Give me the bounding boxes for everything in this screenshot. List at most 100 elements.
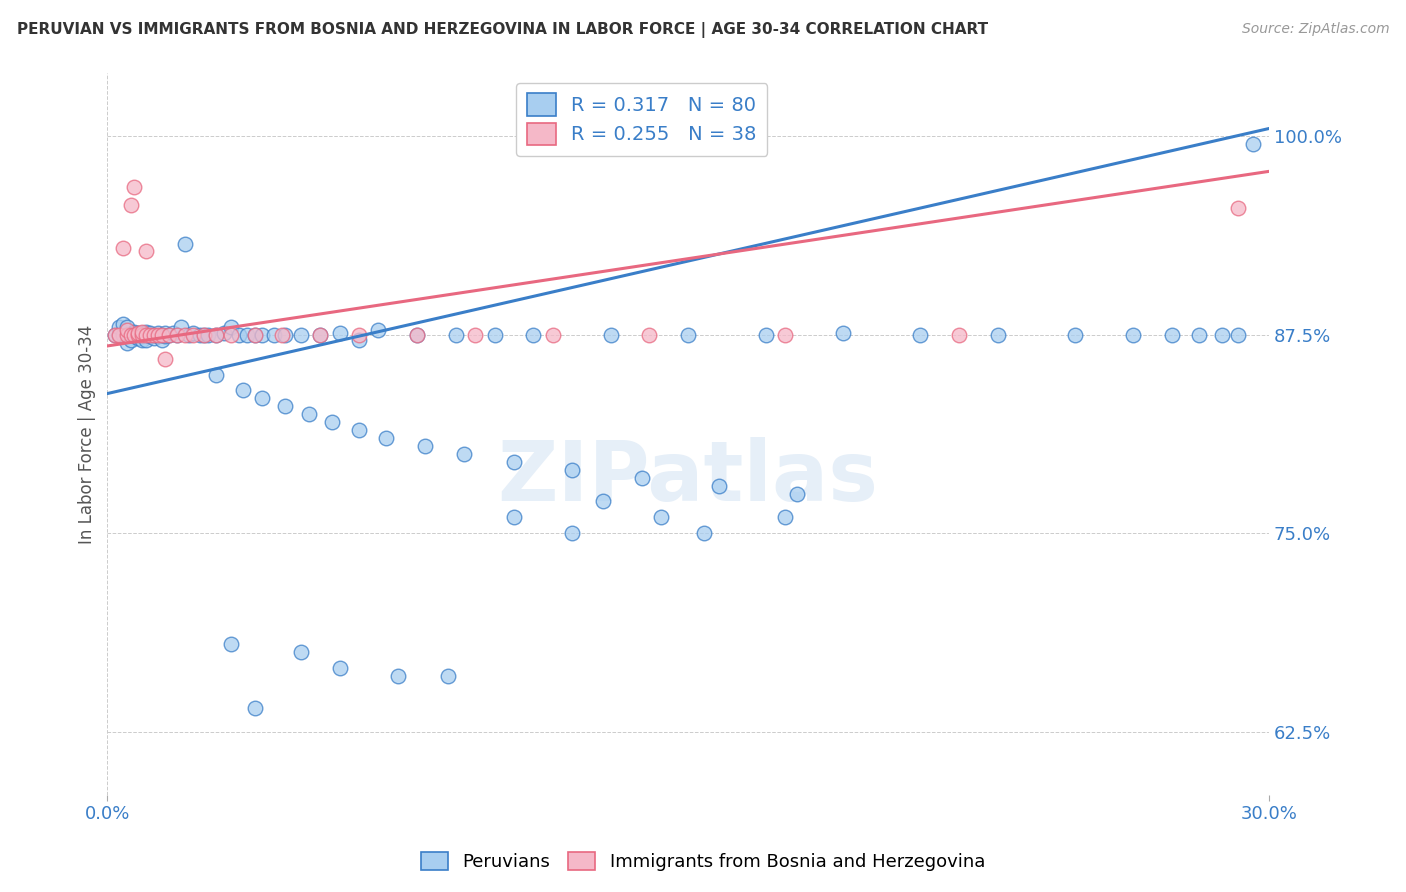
Point — [124, 180, 146, 194]
Point — [135, 325, 157, 339]
Point — [139, 327, 162, 342]
Point — [270, 327, 292, 342]
Point — [406, 327, 429, 342]
Point — [135, 333, 157, 347]
Point — [453, 447, 475, 461]
Point — [204, 368, 226, 382]
Point — [484, 327, 506, 342]
Point — [755, 327, 778, 342]
Point — [150, 327, 173, 342]
Point — [197, 327, 219, 342]
Point — [115, 327, 138, 342]
Point — [329, 661, 352, 675]
Point — [650, 510, 672, 524]
Point — [142, 327, 165, 342]
Point — [120, 327, 142, 342]
Point — [139, 329, 162, 343]
Point — [155, 351, 177, 366]
Point — [162, 326, 184, 341]
Point — [243, 327, 266, 342]
Point — [131, 333, 153, 347]
Point — [290, 327, 312, 342]
Point — [1241, 137, 1264, 152]
Point — [987, 327, 1010, 342]
Point — [115, 327, 138, 342]
Point — [131, 327, 153, 342]
Point — [135, 327, 157, 342]
Point — [181, 327, 204, 342]
Point — [111, 327, 134, 342]
Point — [329, 326, 352, 341]
Point — [193, 327, 215, 342]
Point — [1226, 201, 1249, 215]
Point — [131, 327, 153, 342]
Point — [120, 327, 142, 342]
Point — [252, 392, 274, 406]
Point — [146, 326, 169, 341]
Point — [1188, 327, 1211, 342]
Point — [124, 327, 146, 342]
Point — [503, 510, 526, 524]
Point — [157, 327, 180, 342]
Point — [173, 237, 195, 252]
Point — [437, 669, 460, 683]
Point — [638, 327, 661, 342]
Point — [170, 319, 193, 334]
Point — [1226, 327, 1249, 342]
Point — [773, 327, 796, 342]
Text: Source: ZipAtlas.com: Source: ZipAtlas.com — [1241, 22, 1389, 37]
Point — [135, 244, 157, 258]
Point — [142, 327, 165, 342]
Point — [115, 319, 138, 334]
Point — [150, 327, 173, 342]
Point — [1122, 327, 1144, 342]
Point — [321, 415, 343, 429]
Point — [127, 327, 149, 342]
Point — [1211, 327, 1233, 342]
Point — [212, 326, 235, 341]
Point — [139, 327, 162, 342]
Legend: Peruvians, Immigrants from Bosnia and Herzegovina: Peruvians, Immigrants from Bosnia and He… — [413, 845, 993, 879]
Point — [676, 327, 699, 342]
Point — [219, 327, 242, 342]
Point — [464, 327, 486, 342]
Point — [219, 319, 242, 334]
Point — [155, 326, 177, 341]
Point — [406, 327, 429, 342]
Point — [599, 327, 621, 342]
Point — [120, 333, 142, 347]
Point — [157, 327, 180, 342]
Point — [298, 407, 321, 421]
Point — [375, 431, 398, 445]
Point — [104, 327, 127, 342]
Point — [127, 331, 149, 345]
Point — [274, 327, 297, 342]
Point — [630, 470, 652, 484]
Point — [124, 329, 146, 343]
Point — [166, 327, 188, 342]
Point — [177, 327, 200, 342]
Point — [236, 327, 259, 342]
Point — [188, 327, 211, 342]
Point — [166, 327, 188, 342]
Point — [309, 327, 332, 342]
Point — [503, 455, 526, 469]
Point — [263, 327, 285, 342]
Point — [193, 327, 215, 342]
Point — [252, 327, 274, 342]
Point — [522, 327, 544, 342]
Point — [592, 494, 614, 508]
Text: PERUVIAN VS IMMIGRANTS FROM BOSNIA AND HERZEGOVINA IN LABOR FORCE | AGE 30-34 CO: PERUVIAN VS IMMIGRANTS FROM BOSNIA AND H… — [17, 22, 988, 38]
Point — [347, 423, 370, 437]
Point — [367, 323, 389, 337]
Point — [243, 700, 266, 714]
Point — [181, 326, 204, 341]
Point — [124, 326, 146, 341]
Point — [561, 526, 583, 541]
Point — [146, 327, 169, 342]
Point — [204, 327, 226, 342]
Point — [1161, 327, 1184, 342]
Text: ZIPatlas: ZIPatlas — [498, 437, 879, 518]
Point — [243, 327, 266, 342]
Point — [142, 331, 165, 345]
